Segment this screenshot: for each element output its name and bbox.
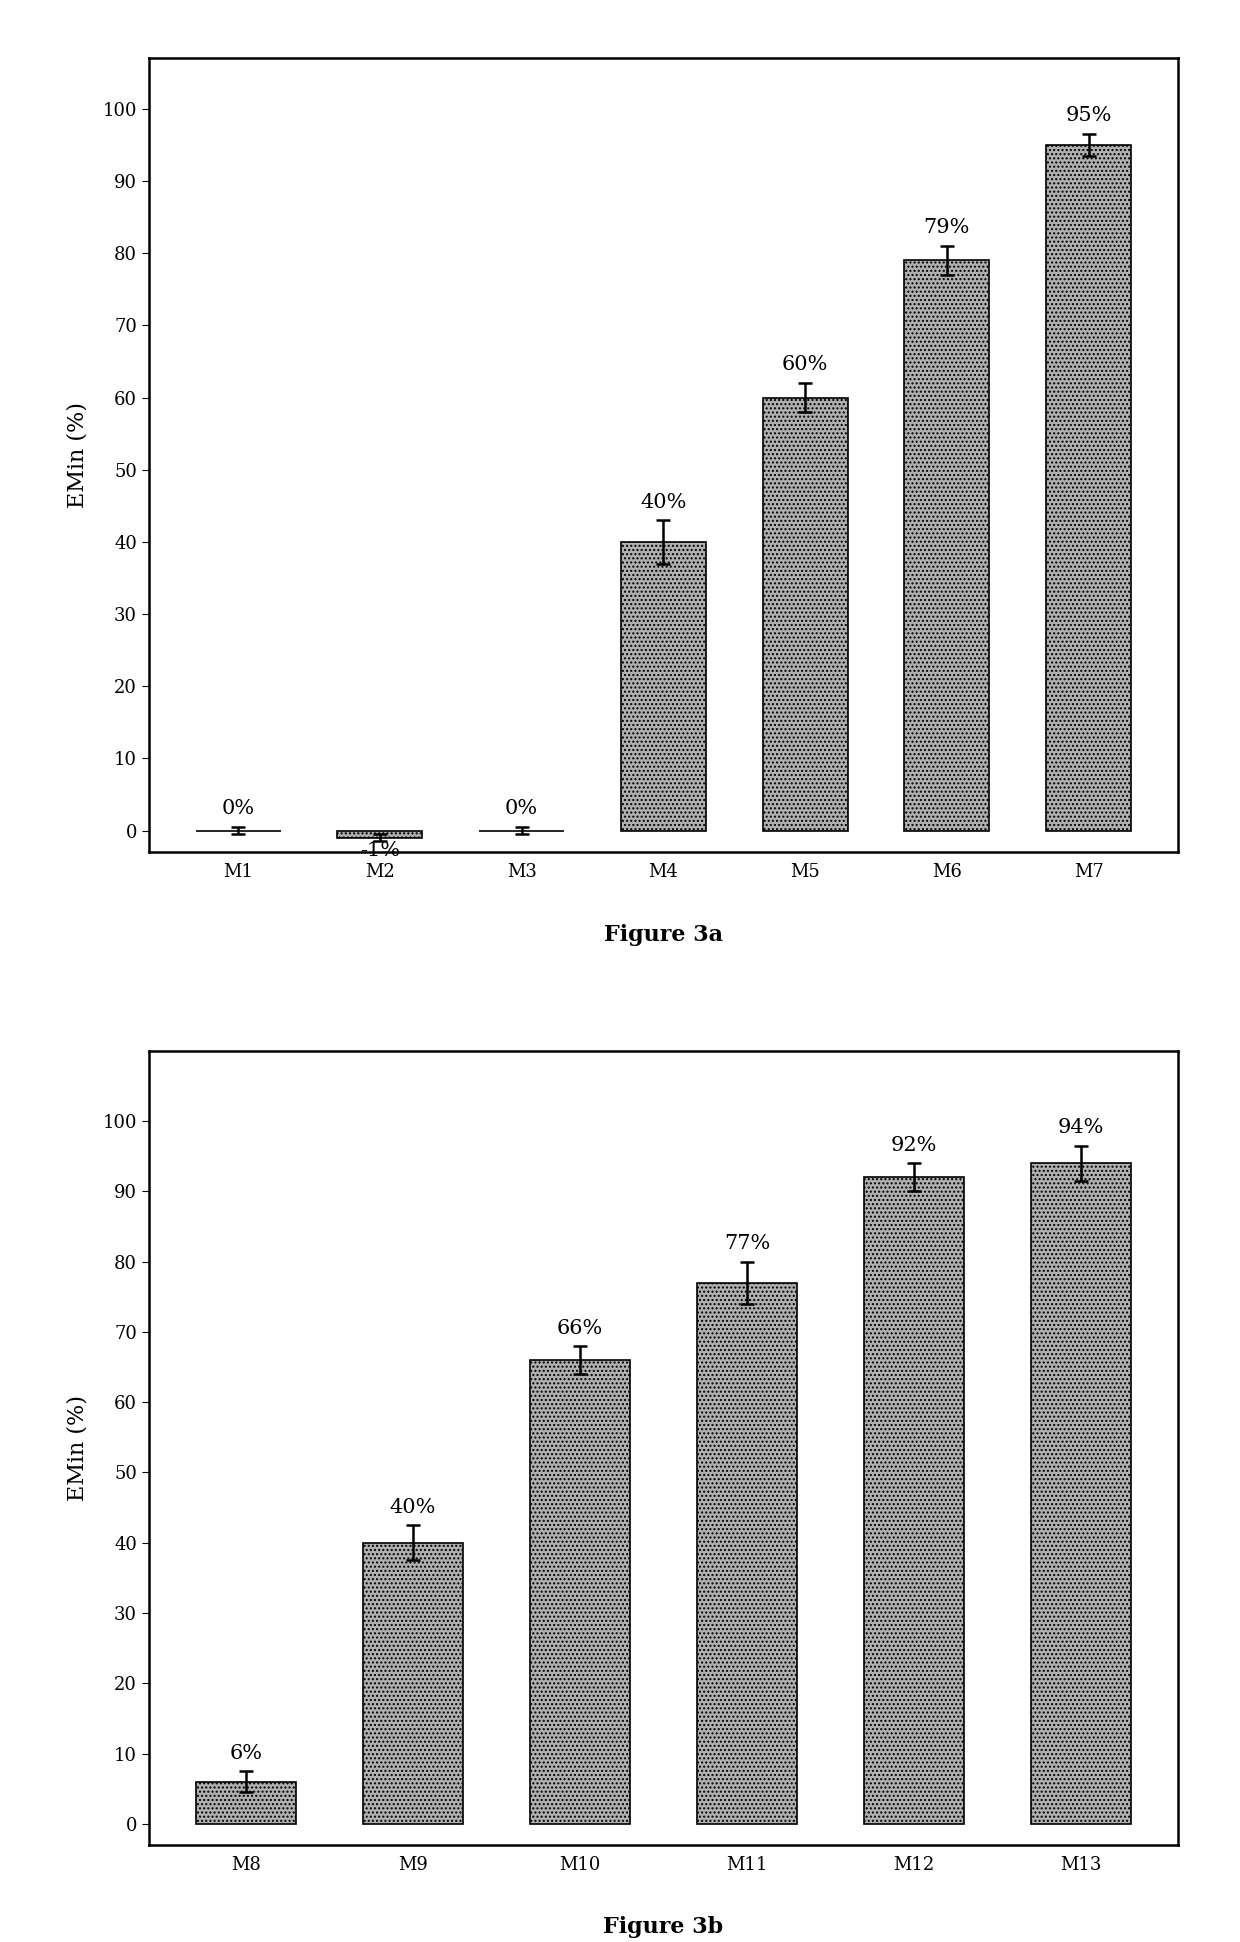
Bar bbox=[697, 1284, 797, 1824]
Bar bbox=[904, 260, 990, 831]
Text: 6%: 6% bbox=[229, 1744, 262, 1763]
Bar bbox=[1030, 1163, 1131, 1824]
Text: -1%: -1% bbox=[360, 841, 401, 860]
Text: 0%: 0% bbox=[222, 800, 254, 818]
Text: 79%: 79% bbox=[924, 218, 970, 237]
Y-axis label: EMin (%): EMin (%) bbox=[67, 402, 88, 509]
Text: 0%: 0% bbox=[505, 800, 538, 818]
Bar bbox=[621, 542, 706, 831]
Bar bbox=[337, 831, 423, 837]
Text: 66%: 66% bbox=[557, 1319, 603, 1338]
Text: 60%: 60% bbox=[782, 355, 828, 375]
Bar bbox=[1047, 146, 1131, 831]
Text: Figure 3a: Figure 3a bbox=[604, 924, 723, 946]
Text: 92%: 92% bbox=[890, 1136, 937, 1155]
Text: Figure 3b: Figure 3b bbox=[604, 1917, 723, 1938]
Bar bbox=[529, 1359, 630, 1824]
Text: 95%: 95% bbox=[1065, 107, 1112, 126]
Bar bbox=[196, 1781, 296, 1824]
Bar bbox=[362, 1542, 463, 1824]
Text: 94%: 94% bbox=[1058, 1119, 1105, 1138]
Bar bbox=[763, 398, 848, 831]
Text: 40%: 40% bbox=[640, 493, 687, 511]
Bar bbox=[864, 1177, 965, 1824]
Y-axis label: EMin (%): EMin (%) bbox=[67, 1394, 88, 1501]
Text: 77%: 77% bbox=[724, 1235, 770, 1253]
Text: 40%: 40% bbox=[389, 1497, 436, 1517]
